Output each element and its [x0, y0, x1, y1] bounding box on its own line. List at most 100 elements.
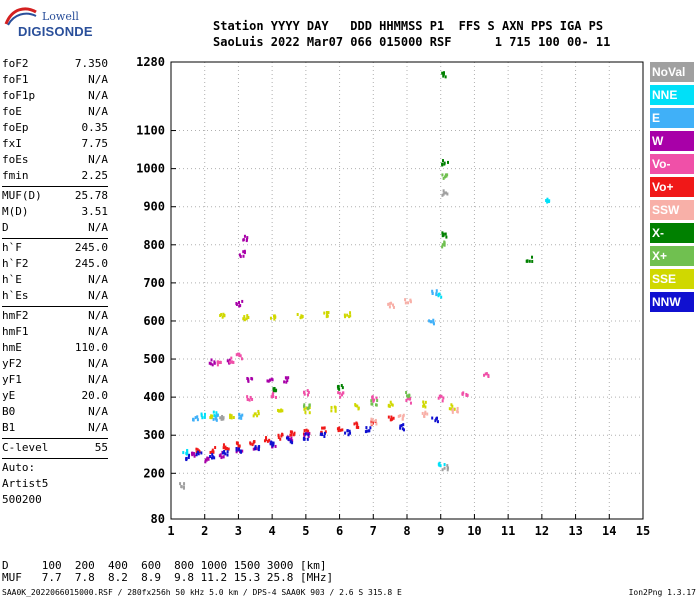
data-point — [285, 376, 288, 380]
data-point — [423, 414, 426, 418]
data-point — [330, 409, 333, 413]
param-value: 7.350 — [74, 57, 108, 70]
data-point — [237, 352, 240, 356]
data-point — [299, 316, 302, 320]
data-point — [405, 398, 408, 402]
param-separator — [2, 186, 108, 187]
data-point — [442, 73, 445, 77]
legend-item: SSW — [650, 200, 694, 220]
data-point — [253, 412, 256, 416]
data-point — [285, 380, 288, 384]
data-point — [211, 363, 214, 367]
data-point — [428, 319, 431, 323]
legend-item: Vo+ — [650, 177, 694, 197]
param-row: C-level 55 — [2, 440, 108, 456]
data-point — [404, 301, 407, 305]
data-point — [267, 379, 270, 383]
param-label: yE — [2, 389, 16, 402]
data-point — [249, 441, 252, 445]
data-point — [283, 380, 286, 384]
data-point — [421, 411, 424, 415]
data-point — [446, 173, 449, 177]
data-point — [375, 396, 378, 400]
data-point — [303, 392, 306, 396]
data-point — [355, 421, 358, 425]
data-point — [392, 416, 395, 420]
param-value: N/A — [88, 289, 108, 302]
param-label: foEp — [2, 121, 29, 134]
data-point — [303, 403, 306, 407]
data-point — [293, 431, 296, 435]
data-point — [371, 418, 374, 422]
data-point — [306, 406, 309, 410]
param-label: h`F2 — [2, 257, 29, 270]
data-point — [406, 394, 409, 398]
data-point — [397, 414, 400, 418]
data-point — [388, 305, 391, 309]
muf-table: D 100 200 400 600 800 1000 1500 3000 [km… — [2, 560, 333, 584]
data-point — [439, 394, 442, 398]
data-point — [215, 417, 218, 421]
param-value: N/A — [88, 73, 108, 86]
data-point — [429, 320, 432, 324]
data-point — [375, 403, 378, 407]
data-point — [257, 412, 260, 416]
data-point — [371, 397, 374, 401]
data-point — [387, 415, 390, 419]
param-row: hmF1 N/A — [2, 324, 108, 340]
data-point — [242, 254, 245, 258]
data-point — [209, 450, 212, 454]
legend-item: NNW — [650, 292, 694, 312]
param-label: C-level — [2, 441, 49, 454]
data-point — [320, 430, 323, 434]
param-row: D N/A — [2, 220, 108, 236]
data-point — [243, 315, 246, 319]
data-point — [451, 410, 454, 414]
data-point — [545, 199, 548, 203]
data-point — [270, 440, 273, 444]
data-point — [323, 434, 326, 438]
data-point — [228, 358, 231, 362]
data-point — [256, 414, 259, 418]
data-point — [348, 315, 351, 319]
data-point — [441, 245, 444, 249]
data-point — [195, 447, 198, 451]
data-point — [371, 395, 374, 399]
param-value: N/A — [88, 89, 108, 102]
data-point — [437, 396, 440, 400]
data-point — [357, 425, 360, 429]
data-point — [547, 200, 550, 204]
data-point — [349, 311, 352, 315]
data-point — [435, 417, 438, 421]
data-point — [252, 447, 255, 451]
digisonde-logo: Lowell DIGISONDE — [4, 6, 104, 46]
data-point — [339, 428, 342, 432]
data-point — [243, 234, 246, 238]
param-row: fmin 2.25 — [2, 168, 108, 184]
data-point — [444, 232, 447, 236]
data-point — [327, 311, 330, 315]
data-point — [402, 428, 405, 432]
data-point — [289, 430, 292, 434]
data-point — [319, 432, 322, 436]
data-point — [273, 386, 276, 390]
data-point — [341, 391, 344, 395]
data-point — [344, 315, 347, 319]
muf-frequency-row: MUF 7.7 7.8 8.2 8.9 9.8 11.2 15.3 25.8 [… — [2, 571, 334, 584]
data-point — [272, 392, 275, 396]
data-point — [337, 429, 340, 433]
data-point — [289, 439, 292, 443]
data-point — [388, 404, 391, 408]
data-point — [444, 173, 447, 177]
data-point — [307, 433, 310, 437]
data-point — [546, 200, 549, 204]
data-point — [546, 197, 549, 201]
data-point — [212, 417, 215, 421]
data-point — [443, 463, 446, 467]
param-value: 25.78 — [74, 189, 108, 202]
data-point — [209, 362, 212, 366]
data-point — [443, 241, 446, 245]
data-point — [286, 379, 289, 383]
data-point — [270, 377, 273, 381]
data-point — [440, 295, 443, 299]
